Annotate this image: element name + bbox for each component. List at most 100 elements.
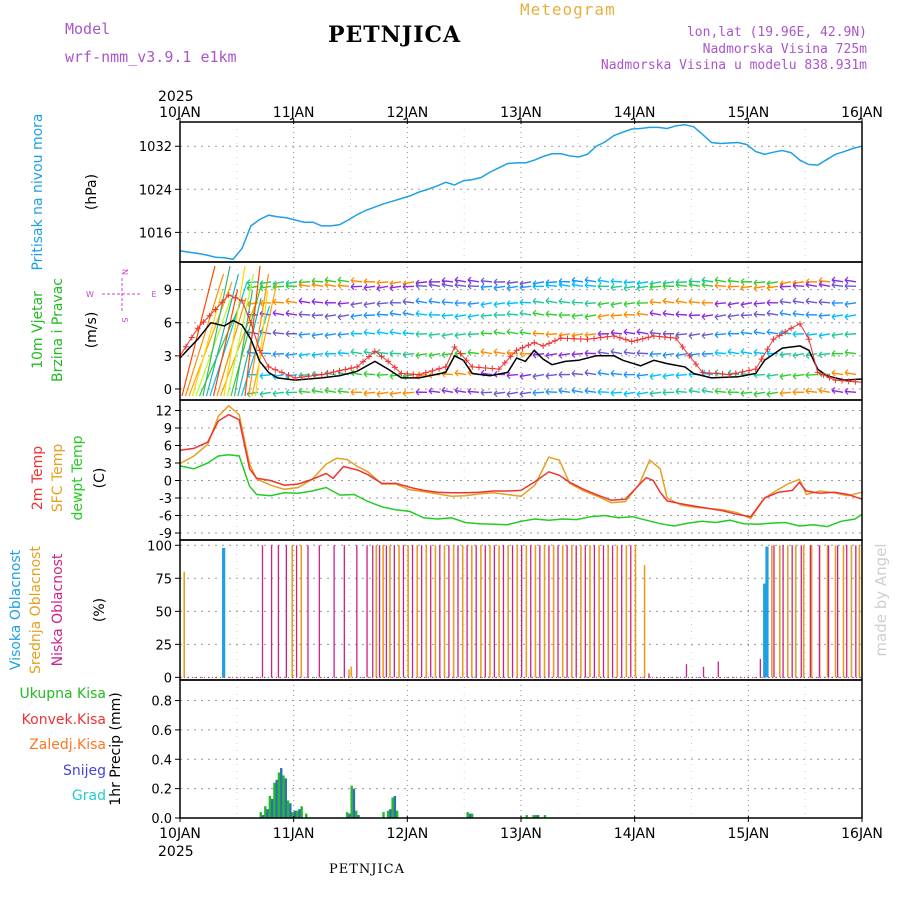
wind-arrow xyxy=(571,283,584,287)
wind-arrow-head xyxy=(727,280,732,284)
wind-arrow-head xyxy=(766,302,771,307)
wind-arrow xyxy=(792,281,805,284)
wind-arrow-head xyxy=(428,297,433,302)
wind-arrow-head xyxy=(480,389,485,394)
wind-arrow-head xyxy=(428,355,433,359)
wind-arrow-head xyxy=(753,303,758,308)
cloud-low-bar xyxy=(621,545,623,678)
wind-arrow-head xyxy=(740,287,745,292)
wind-arrow xyxy=(649,285,662,288)
wind-arrow xyxy=(727,279,740,283)
wind-arrow-head xyxy=(402,351,407,356)
wind-arrow-head xyxy=(571,298,576,303)
wind-fan-arrow xyxy=(254,289,269,397)
wind-gust-marker xyxy=(656,333,663,340)
wind-arrow xyxy=(753,285,766,289)
wind-arrow-head xyxy=(285,297,290,302)
wind-arrow-head xyxy=(311,301,316,305)
wind-arrow-head xyxy=(493,328,498,333)
wind-arrow-head xyxy=(389,372,394,377)
wind-arrow-head xyxy=(571,386,576,391)
wind-arrow xyxy=(441,389,454,393)
wind-arrow-head xyxy=(558,311,563,316)
wind-arrow-head xyxy=(389,302,394,307)
wind-arrow-head xyxy=(454,350,459,355)
wind-arrow-head xyxy=(350,280,355,284)
wind-arrow xyxy=(402,285,415,288)
pressure-unit-label: (hPa) xyxy=(84,174,100,210)
wind-arrow-head xyxy=(727,313,732,317)
precip-total-bar xyxy=(277,772,281,818)
wind-arrow-head xyxy=(584,331,589,336)
y-tick-label: 0 xyxy=(164,475,172,490)
wind-arrow-head xyxy=(454,353,459,358)
cloud-mid-bar xyxy=(794,545,797,678)
wind-arrow-head xyxy=(480,304,485,309)
wind-gust-marker xyxy=(814,369,821,376)
wind-arrow-head xyxy=(246,279,251,283)
wind-fan-arrow xyxy=(223,265,246,397)
wind-arrow-head xyxy=(831,276,836,281)
wind-arrow-head xyxy=(623,393,628,398)
wind-gust-marker xyxy=(571,335,578,342)
wind-arrow xyxy=(519,391,532,395)
precip-snow-bar xyxy=(270,798,274,818)
wind-gust-marker xyxy=(239,297,245,304)
wind-arrow-head xyxy=(363,370,368,375)
wind-arrow xyxy=(636,285,649,289)
cloud-mid-bar xyxy=(771,545,773,678)
precip-legend-label: Konvek.Kisa xyxy=(22,712,106,728)
wind-gust-marker xyxy=(182,343,189,350)
wind-arrow xyxy=(389,391,402,395)
wind-arrow-head xyxy=(610,351,615,356)
cloud-low-bar xyxy=(685,664,688,678)
wind-arrow xyxy=(298,390,311,393)
wind-arrow-head xyxy=(441,283,446,288)
wind-arrow xyxy=(688,300,701,304)
wind-arrow xyxy=(415,284,428,287)
wind-speed-line xyxy=(179,319,863,381)
wind-arrow-head xyxy=(454,369,459,374)
wind-arrow-head xyxy=(727,388,732,393)
wind-arrow-head xyxy=(454,281,459,286)
wind-arrow-head xyxy=(727,369,732,374)
wind-arrow-head xyxy=(636,284,641,289)
wind-arrow-head xyxy=(480,351,485,356)
wind-arrow-head xyxy=(480,277,485,282)
wind-arrow-head xyxy=(766,372,771,377)
cloud-low-bar xyxy=(818,545,821,678)
wind-arrow xyxy=(376,331,389,335)
wind-arrow xyxy=(376,302,389,305)
wind-arrow-head xyxy=(623,311,628,316)
wind-arrow xyxy=(532,312,545,316)
cloud-mid-bar xyxy=(834,545,837,678)
wind-arrow-head xyxy=(675,281,680,286)
wind-arrow-head xyxy=(675,375,680,379)
wind-arrow xyxy=(779,281,792,285)
wind-arrow xyxy=(662,373,675,378)
wind-arrow xyxy=(623,281,636,284)
wind-arrow xyxy=(688,283,701,287)
wind-arrow-head xyxy=(740,284,745,289)
wind-arrow-head xyxy=(337,390,342,395)
wind-arrow-head xyxy=(610,348,615,353)
wind-arrow-head xyxy=(571,312,576,317)
wind-arrow-head xyxy=(805,278,810,283)
meteogram-title: Meteogram xyxy=(520,0,616,19)
wind-arrow xyxy=(363,373,376,376)
wind-arrow-head xyxy=(428,334,433,339)
cloud-mid-bar xyxy=(507,545,509,678)
wind-arrow xyxy=(324,389,337,393)
wind-arrow-head xyxy=(727,330,732,334)
wind-arrow-head xyxy=(532,312,537,317)
precip-legend-label: Snijeg xyxy=(63,763,106,779)
wind-arrow-head xyxy=(311,332,316,337)
cloud-mid-bar xyxy=(552,545,555,678)
wind-arrow-head xyxy=(441,280,446,285)
wind-gust-marker xyxy=(726,371,733,378)
top-date-label: 14JAN xyxy=(614,105,656,121)
wind-arrow-head xyxy=(311,312,316,317)
wind-arrow-head xyxy=(831,387,836,391)
cloud-mid-bar xyxy=(443,545,446,678)
wind-arrow-head xyxy=(428,314,433,319)
